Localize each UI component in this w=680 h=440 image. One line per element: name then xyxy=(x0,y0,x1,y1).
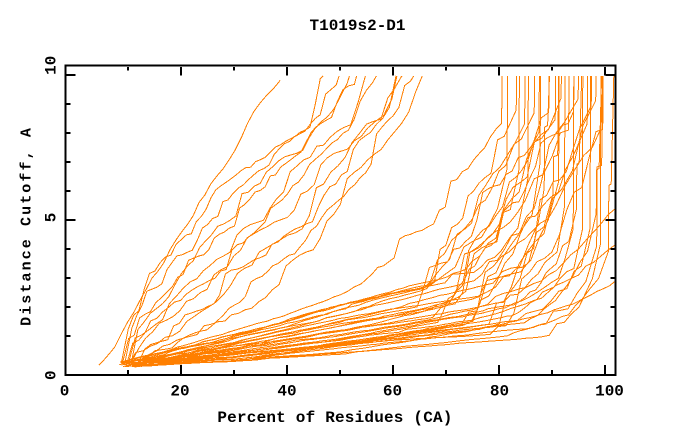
svg-text:0: 0 xyxy=(60,383,70,401)
svg-text:0: 0 xyxy=(42,370,60,380)
svg-text:Percent of Residues (CA): Percent of Residues (CA) xyxy=(217,409,452,427)
svg-text:60: 60 xyxy=(383,383,402,401)
svg-text:100: 100 xyxy=(595,383,624,401)
svg-text:Distance Cutoff, A: Distance Cutoff, A xyxy=(19,126,36,326)
svg-text:5: 5 xyxy=(42,213,60,223)
svg-text:10: 10 xyxy=(42,56,60,75)
svg-text:80: 80 xyxy=(490,383,509,401)
svg-text:20: 20 xyxy=(170,383,189,401)
svg-text:40: 40 xyxy=(277,383,296,401)
svg-text:T1019s2-D1: T1019s2-D1 xyxy=(309,17,405,35)
